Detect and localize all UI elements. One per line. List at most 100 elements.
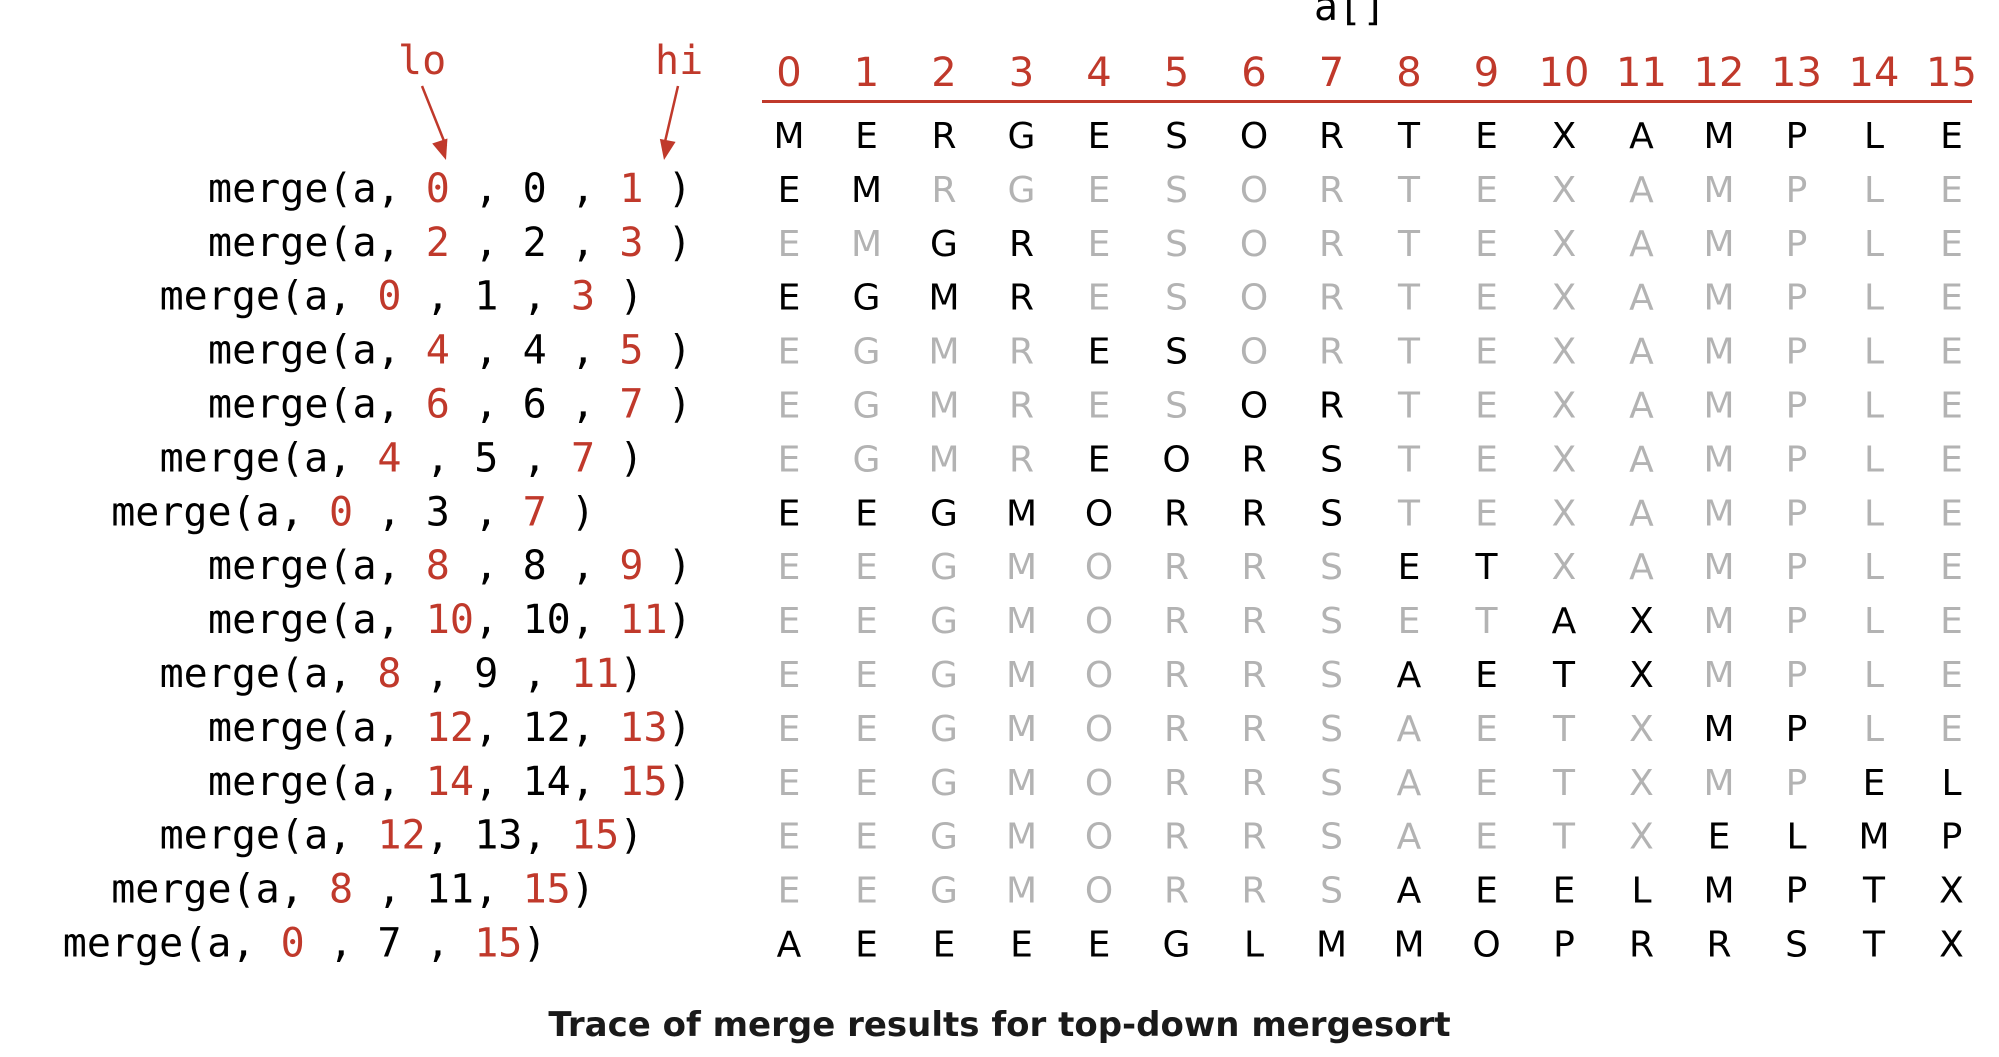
call-hi: 7 xyxy=(571,435,595,481)
array-cell-active: P xyxy=(1941,817,1963,858)
call-lo: 8 xyxy=(329,867,353,913)
call-mid: 14 xyxy=(523,759,571,805)
array-cell-inactive: E xyxy=(778,763,801,804)
call-hi: 11 xyxy=(619,597,667,643)
array-cell-inactive: T xyxy=(1397,493,1421,534)
array-cell-inactive: E xyxy=(1475,278,1498,319)
array-cell-inactive: X xyxy=(1629,817,1654,858)
call-text: ) xyxy=(619,813,643,859)
array-cell: R xyxy=(1319,116,1344,157)
array-cell-active: S xyxy=(1320,493,1343,534)
array-cell-inactive: L xyxy=(1864,709,1884,750)
array-cell-inactive: L xyxy=(1864,655,1884,696)
lo-arrow-line xyxy=(420,85,448,147)
array-cell-inactive: E xyxy=(855,547,878,588)
index-label: 1 xyxy=(854,50,879,96)
array-cell-inactive: T xyxy=(1397,278,1421,319)
array-cell-inactive: O xyxy=(1085,547,1113,588)
call-text: , xyxy=(523,274,547,320)
call-mid: 12 xyxy=(523,705,571,751)
array-cell-inactive: L xyxy=(1864,493,1884,534)
call-lo: 10 xyxy=(426,597,474,643)
call-lo: 0 xyxy=(281,921,305,967)
call-hi: 5 xyxy=(619,328,643,374)
call-lo: 6 xyxy=(426,382,450,428)
array-cell-inactive: M xyxy=(1006,763,1037,804)
array-cell-active: S xyxy=(1165,332,1188,373)
call-text: merge(a, xyxy=(111,867,304,913)
array-cell-active: E xyxy=(1088,439,1111,480)
array-cell-inactive: E xyxy=(1940,439,1963,480)
call-mid: 3 xyxy=(426,489,450,535)
array-cell-inactive: A xyxy=(1629,386,1654,427)
index-label: 6 xyxy=(1241,50,1266,96)
array-cell-inactive: E xyxy=(855,871,878,912)
array-cell-inactive: E xyxy=(1475,709,1498,750)
array-cell-inactive: R xyxy=(1164,817,1189,858)
array-cell-active: X xyxy=(1629,601,1654,642)
array-cell-inactive: E xyxy=(778,224,801,265)
array-cell-active: G xyxy=(1163,925,1191,966)
array-cell-active: R xyxy=(1009,224,1034,265)
array-cell-inactive: A xyxy=(1629,224,1654,265)
array-cell-inactive: M xyxy=(1703,655,1734,696)
call-text: merge(a, xyxy=(160,274,353,320)
array-cell-inactive: M xyxy=(1703,170,1734,211)
array-cell: X xyxy=(1552,116,1577,157)
array-cell-active: R xyxy=(1629,925,1654,966)
index-label: 0 xyxy=(776,50,801,96)
array-cell-active: X xyxy=(1939,871,1964,912)
call-text: ) xyxy=(668,382,692,428)
array-cell-active: L xyxy=(1631,871,1651,912)
array-cell: E xyxy=(855,116,878,157)
call-text: merge(a, xyxy=(160,651,353,697)
call-mid: 6 xyxy=(523,382,547,428)
call-text: , xyxy=(474,759,498,805)
call-lo: 0 xyxy=(426,166,450,212)
call-text: ) xyxy=(668,543,692,589)
call-hi: 13 xyxy=(619,705,667,751)
call-text: ) xyxy=(571,489,595,535)
array-cell-inactive: E xyxy=(855,601,878,642)
array-cell-inactive: R xyxy=(1319,332,1344,373)
array-cell-active: M xyxy=(1393,925,1424,966)
call-text: ) xyxy=(668,166,692,212)
call-text: merge(a, xyxy=(208,705,401,751)
array-cell-inactive: R xyxy=(1241,871,1266,912)
array-cell-inactive: S xyxy=(1165,386,1188,427)
array-cell-inactive: O xyxy=(1240,278,1268,319)
array-cell-active: E xyxy=(1708,817,1731,858)
array-cell-inactive: T xyxy=(1397,224,1421,265)
array-cell-active: R xyxy=(1241,493,1266,534)
array-cell-active: E xyxy=(1088,332,1111,373)
call-lo: 8 xyxy=(426,543,450,589)
call-text: , xyxy=(474,489,498,535)
array-cell-active: E xyxy=(1475,871,1498,912)
call-text: , xyxy=(474,597,498,643)
array-cell: M xyxy=(1703,116,1734,157)
call-text: , xyxy=(426,435,450,481)
array-cell-inactive: L xyxy=(1864,386,1884,427)
index-label: 11 xyxy=(1616,50,1667,96)
call-text: ) xyxy=(668,328,692,374)
array-cell-active: O xyxy=(1085,493,1113,534)
call-text: merge(a, xyxy=(63,921,256,967)
array-cell-inactive: M xyxy=(1703,547,1734,588)
array-cell-active: L xyxy=(1786,817,1806,858)
array-cell-inactive: R xyxy=(1009,386,1034,427)
array-cell-inactive: M xyxy=(851,224,882,265)
array-cell-inactive: E xyxy=(778,601,801,642)
array-cell-inactive: L xyxy=(1864,278,1884,319)
array-cell-active: O xyxy=(1240,386,1268,427)
call-text: merge(a, xyxy=(208,597,401,643)
call-text: , xyxy=(426,813,450,859)
array-cell-active: M xyxy=(1316,925,1347,966)
call-hi: 3 xyxy=(571,274,595,320)
array-cell-inactive: S xyxy=(1320,871,1343,912)
call-text: , xyxy=(329,921,353,967)
index-label: 12 xyxy=(1694,50,1745,96)
array-cell-inactive: E xyxy=(1475,817,1498,858)
array-cell-inactive: O xyxy=(1085,871,1113,912)
call-text: merge(a, xyxy=(208,382,401,428)
